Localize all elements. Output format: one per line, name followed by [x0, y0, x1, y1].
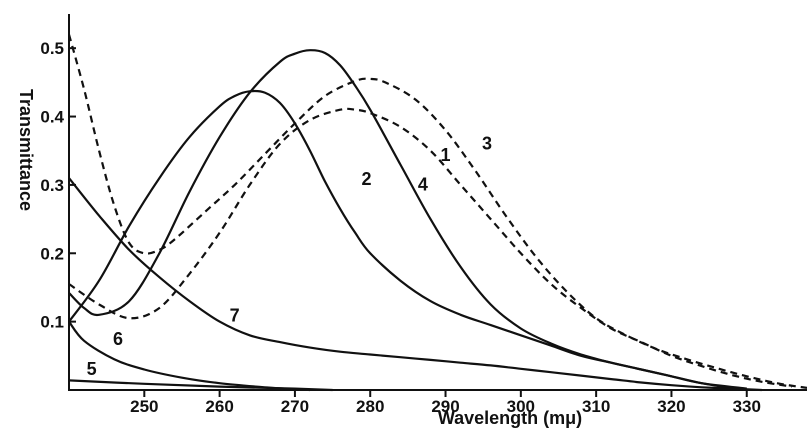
- x-axis-title: Wavelength (mμ): [438, 408, 582, 428]
- curve-label-2: 2: [361, 169, 371, 189]
- curves: [67, 34, 807, 392]
- y-tick-label: 0.3: [40, 176, 64, 195]
- series-line-3: [67, 34, 807, 389]
- x-ticks: 250 260 270 280 290 300 310 320 330: [130, 390, 761, 416]
- x-tick-label: 330: [733, 397, 761, 416]
- y-axis-title: Transmittance: [16, 89, 36, 211]
- series-line-1: [68, 107, 793, 388]
- curve-label-5: 5: [87, 359, 97, 379]
- curve-labels: 1 2 3 4 56 7: [87, 133, 492, 379]
- x-tick-label: 260: [205, 397, 233, 416]
- curve-label-3: 3: [482, 133, 492, 153]
- y-tick-label: 0.1: [40, 313, 64, 332]
- x-tick-label: 280: [356, 397, 384, 416]
- x-tick-label: 290: [431, 397, 459, 416]
- x-tick-label: 320: [657, 397, 685, 416]
- axis-frame: [68, 14, 807, 391]
- x-tick-label: 270: [281, 397, 309, 416]
- y-ticks: 0.1 0.2 0.3 0.4 0.5: [40, 39, 76, 332]
- curve-label-1: 1: [441, 145, 451, 165]
- x-tick-label: 300: [507, 397, 535, 416]
- y-tick-label: 0.4: [40, 108, 64, 127]
- y-tick-label: 0.5: [40, 39, 64, 58]
- series-line-4: [68, 49, 747, 390]
- x-tick-label: 250: [130, 397, 158, 416]
- curve-label-6: 6: [113, 329, 123, 349]
- y-tick-label: 0.2: [40, 244, 64, 263]
- series-line-2: [68, 89, 732, 389]
- axes: [68, 14, 807, 391]
- series-line-7: [68, 177, 762, 392]
- curve-label-7: 7: [230, 306, 240, 326]
- curve-label-4: 4: [418, 174, 428, 194]
- series-line-6: [68, 320, 311, 392]
- x-tick-label: 310: [582, 397, 610, 416]
